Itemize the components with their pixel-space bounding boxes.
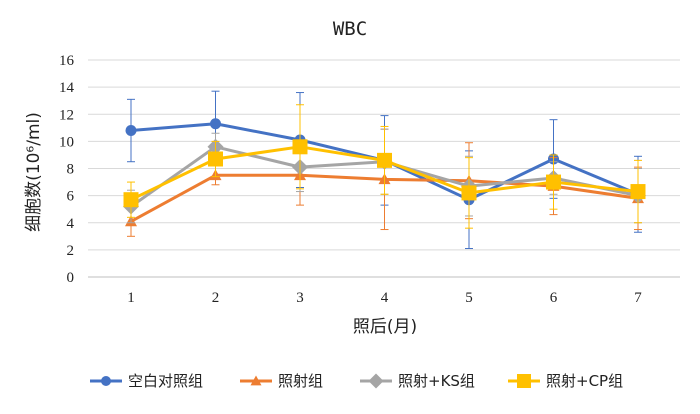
- x-tick-label: 1: [127, 290, 135, 306]
- legend-item: 照射+CP组: [508, 372, 623, 390]
- legend-marker: [101, 376, 111, 386]
- data-point: [210, 118, 221, 130]
- legend-label: 照射组: [278, 372, 323, 390]
- x-tick-label: 2: [212, 290, 220, 306]
- data-point: [630, 184, 646, 200]
- y-axis-label: 细胞数(10⁶/ml): [24, 112, 44, 232]
- legend: 空白对照组 照射组 照射+KS组 照射+CP组: [90, 372, 623, 390]
- chart-title: WBC: [333, 18, 367, 40]
- data-point: [125, 125, 137, 137]
- data-point: [377, 152, 392, 168]
- x-tick-label: 4: [381, 290, 389, 306]
- y-tick-label: 2: [67, 243, 75, 259]
- y-tick-label: 6: [67, 189, 75, 205]
- legend-item: 空白对照组: [90, 372, 203, 390]
- legend-label: 照射+KS组: [398, 372, 475, 390]
- y-tick-label: 8: [67, 162, 75, 178]
- x-tick-label: 3: [296, 290, 304, 306]
- series-4: [123, 104, 646, 229]
- data-point: [546, 174, 561, 190]
- x-tick-label: 5: [465, 290, 473, 306]
- legend-marker: [250, 375, 262, 386]
- y-tick-label: 4: [67, 216, 75, 232]
- legend-item: 照射组: [240, 372, 323, 390]
- x-tick-label: 7: [634, 290, 642, 306]
- x-axis-label: 照后(月): [353, 317, 417, 337]
- legend-marker: [517, 374, 531, 388]
- data-point: [292, 139, 308, 155]
- legend-item: 照射+KS组: [360, 372, 475, 390]
- legend-marker: [368, 373, 384, 389]
- y-tick-label: 14: [59, 80, 75, 96]
- y-tick-label: 10: [59, 134, 74, 150]
- x-axis-ticks: 1 2 3 4 5 6 7: [127, 290, 642, 306]
- data-point: [208, 151, 223, 167]
- legend-label: 空白对照组: [128, 372, 203, 390]
- data-point: [123, 192, 139, 208]
- data-point: [461, 185, 477, 201]
- y-axis-ticks: 0 2 4 6 8 10 12 14 16: [59, 53, 75, 286]
- legend-label: 照射+CP组: [546, 372, 623, 390]
- series-group: [123, 90, 646, 250]
- y-tick-label: 16: [59, 53, 75, 69]
- y-tick-label: 12: [59, 107, 74, 123]
- x-tick-label: 6: [550, 290, 558, 306]
- y-tick-label: 0: [67, 270, 75, 286]
